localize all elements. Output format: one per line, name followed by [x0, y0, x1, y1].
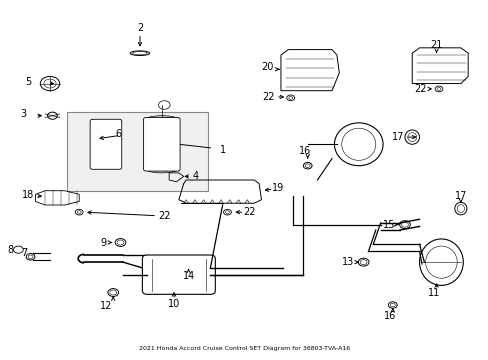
Text: 21: 21 [429, 40, 442, 50]
FancyBboxPatch shape [67, 112, 207, 191]
Ellipse shape [92, 161, 119, 167]
Text: 3: 3 [20, 109, 26, 119]
Text: 6: 6 [115, 129, 121, 139]
Text: 17: 17 [454, 191, 466, 201]
FancyBboxPatch shape [142, 255, 215, 294]
Text: 4: 4 [192, 171, 199, 181]
Text: 5: 5 [25, 77, 31, 87]
Text: 8: 8 [7, 245, 13, 255]
Text: 12: 12 [100, 301, 112, 311]
Text: 7: 7 [21, 248, 28, 258]
Text: 16: 16 [384, 311, 396, 321]
Text: 16: 16 [299, 146, 311, 156]
Text: 11: 11 [427, 288, 439, 298]
Text: 22: 22 [413, 84, 426, 94]
Text: 9: 9 [100, 238, 106, 248]
Text: 2021 Honda Accord Cruise Control SET Diagram for 36803-TVA-A16: 2021 Honda Accord Cruise Control SET Dia… [139, 346, 349, 351]
Text: 22: 22 [262, 92, 274, 102]
Text: 17: 17 [391, 132, 403, 142]
Text: 22: 22 [243, 207, 255, 217]
Text: 20: 20 [261, 63, 273, 72]
Ellipse shape [146, 166, 177, 173]
Text: 1: 1 [219, 145, 225, 155]
FancyBboxPatch shape [143, 117, 180, 171]
Text: 18: 18 [22, 190, 34, 200]
Text: 15: 15 [383, 220, 395, 230]
Text: 14: 14 [182, 271, 194, 281]
FancyBboxPatch shape [90, 119, 122, 169]
Text: 10: 10 [167, 299, 180, 309]
Ellipse shape [92, 121, 119, 128]
Text: 13: 13 [341, 257, 353, 267]
Text: 22: 22 [158, 211, 170, 221]
Ellipse shape [146, 116, 177, 123]
Text: 2: 2 [137, 23, 143, 33]
Text: 19: 19 [272, 183, 284, 193]
